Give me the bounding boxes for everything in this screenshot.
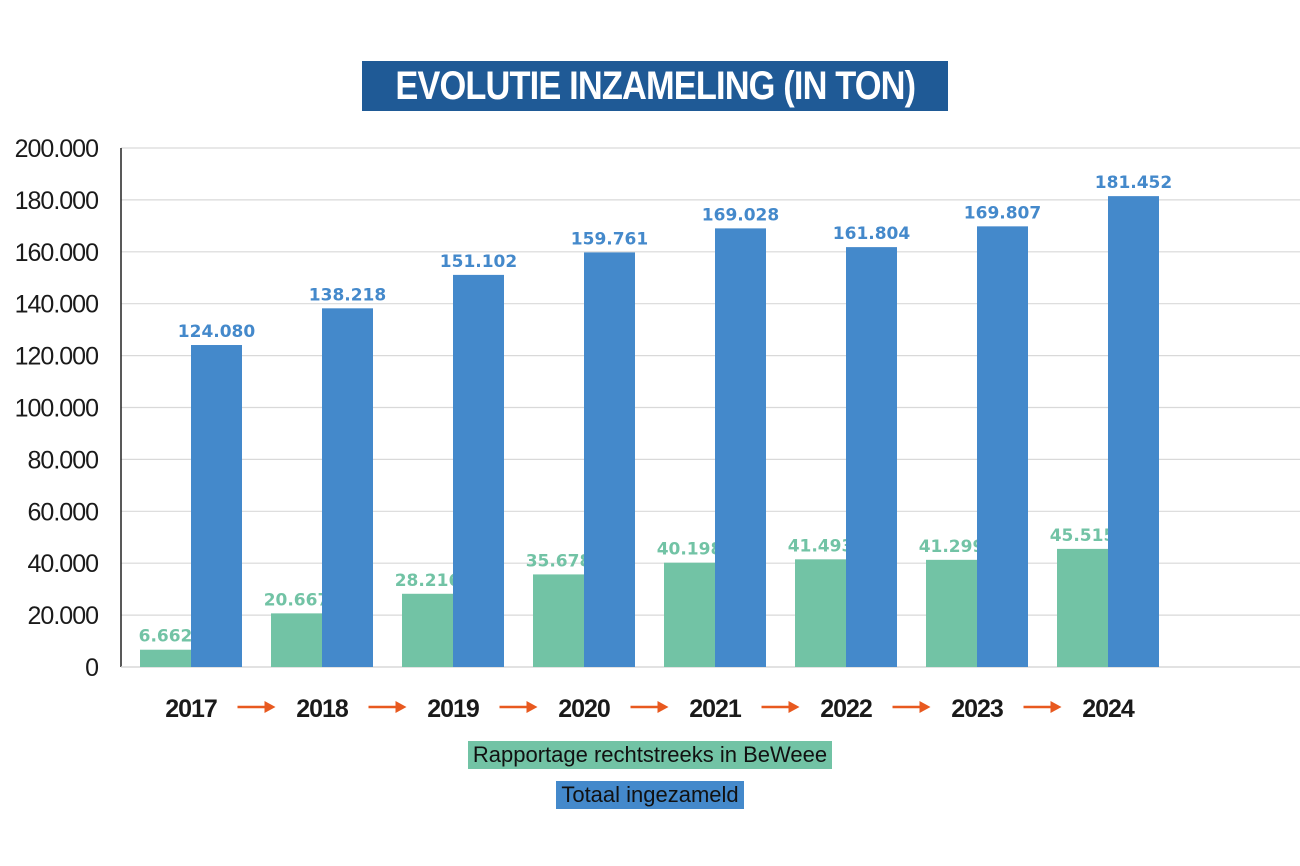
y-tick-label: 160.000	[15, 239, 98, 267]
bar-totaal	[584, 252, 635, 667]
data-label-beweee: 45.515	[1050, 526, 1116, 546]
y-tick-label: 40.000	[28, 550, 99, 578]
data-label-beweee: 28.216	[395, 571, 461, 591]
bar-beweee	[664, 562, 715, 667]
bar-totaal	[1108, 196, 1159, 667]
data-label-totaal: 169.028	[702, 205, 779, 225]
y-tick-label: 20.000	[28, 602, 99, 630]
bar-beweee	[533, 574, 584, 667]
y-tick-label: 60.000	[28, 498, 99, 526]
data-label-totaal: 159.761	[571, 229, 648, 249]
data-label-totaal: 181.452	[1095, 173, 1172, 193]
x-tick-label: 2021	[689, 695, 742, 723]
x-tick-label: 2017	[165, 695, 217, 723]
bar-beweee	[1057, 548, 1108, 667]
arrow-right-icon	[919, 701, 931, 713]
chart-title: EVOLUTIE INZAMELING (IN TON)	[395, 63, 916, 108]
arrow-right-icon	[1050, 701, 1062, 713]
arrow-right-icon	[264, 701, 276, 713]
arrow-right-icon	[788, 701, 800, 713]
data-label-totaal: 161.804	[833, 224, 911, 244]
y-tick-label: 80.000	[28, 446, 99, 474]
arrow-right-icon	[395, 701, 407, 713]
x-tick-label: 2023	[951, 695, 1003, 723]
data-label-beweee: 35.678	[526, 551, 592, 571]
legend-item-totaal: Totaal ingezameld	[0, 781, 1300, 809]
arrow-right-icon	[526, 701, 538, 713]
bar-beweee	[271, 613, 322, 667]
bar-beweee	[140, 649, 191, 667]
y-tick-label: 100.000	[15, 395, 98, 423]
bar-totaal	[977, 226, 1028, 667]
arrow-right-icon	[657, 701, 669, 713]
chart-title-banner: EVOLUTIE INZAMELING (IN TON)	[362, 61, 948, 111]
bar-totaal	[715, 228, 766, 667]
data-label-beweee: 41.493	[788, 536, 854, 556]
data-label-totaal: 151.102	[440, 252, 517, 272]
y-tick-label: 180.000	[15, 187, 98, 215]
bar-totaal	[846, 247, 897, 667]
bar-totaal	[191, 345, 242, 667]
data-label-beweee: 40.198	[657, 540, 723, 560]
y-tick-label: 0	[85, 654, 98, 682]
data-label-totaal: 138.218	[309, 285, 386, 305]
data-label-beweee: 6.662	[139, 627, 193, 647]
bar-beweee	[926, 559, 977, 667]
bar-totaal	[453, 274, 504, 667]
legend-item-beweee: Rapportage rechtstreeks in BeWeee	[0, 741, 1300, 769]
x-tick-label: 2018	[296, 695, 349, 723]
data-label-beweee: 41.299	[919, 537, 985, 557]
x-tick-label: 2020	[558, 695, 610, 723]
data-label-beweee: 20.667	[264, 590, 330, 610]
data-label-totaal: 169.807	[964, 203, 1041, 223]
y-tick-label: 200.000	[15, 135, 98, 163]
x-tick-label: 2019	[427, 695, 479, 723]
y-tick-label: 120.000	[15, 343, 98, 371]
bar-beweee	[402, 593, 453, 667]
x-tick-label: 2022	[820, 695, 872, 723]
legend-label-beweee: Rapportage rechtstreeks in BeWeee	[467, 741, 833, 769]
data-label-totaal: 124.080	[178, 322, 256, 342]
y-tick-label: 140.000	[15, 291, 98, 319]
x-tick-label: 2024	[1082, 695, 1135, 723]
legend-label-totaal: Totaal ingezameld	[556, 781, 744, 809]
bar-totaal	[322, 308, 373, 667]
bar-beweee	[795, 559, 846, 667]
